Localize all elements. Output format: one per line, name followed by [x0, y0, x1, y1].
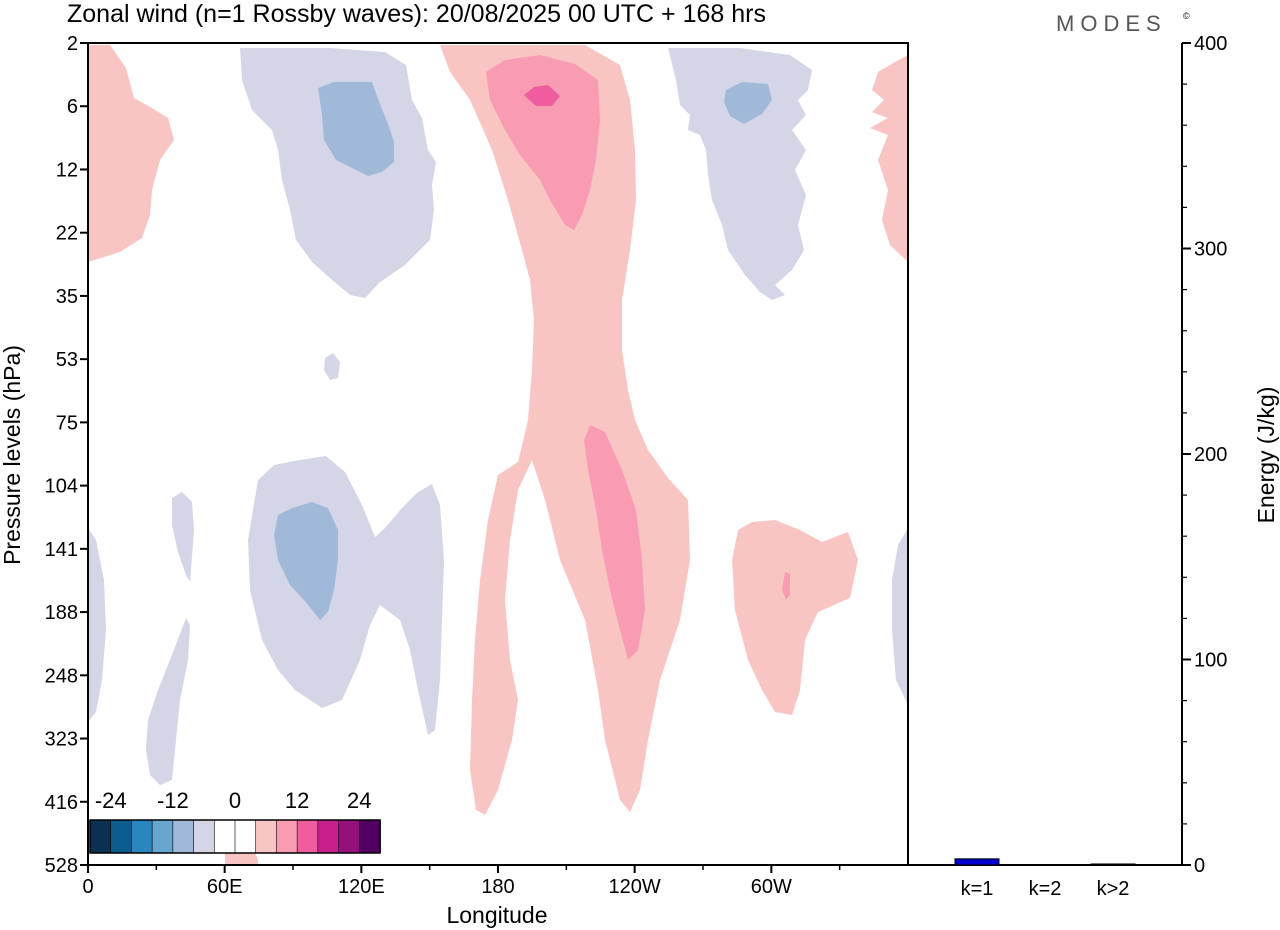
colorbar-labels: -24 -12 0 12 24 [95, 788, 372, 813]
colorbar-cell [110, 819, 133, 854]
colorbar-cell [172, 819, 195, 854]
colorbar-cell [296, 819, 319, 854]
colorbar-cell [89, 819, 112, 854]
contour-neg-12-upper-60e [318, 82, 394, 176]
contour-pos-12-60w-blob [732, 520, 858, 715]
x-tick-label: 60E [207, 876, 243, 898]
colorbar-cell [151, 819, 174, 854]
contour-neg-6-right-edge [892, 528, 908, 705]
y-tick-label: 248 [45, 665, 78, 687]
energy-tick-label: 400 [1194, 33, 1227, 55]
contour-neg-6-mid-60e [248, 456, 444, 735]
brand-logo-text: MODES [1056, 11, 1167, 36]
y-tick-label: 6 [67, 96, 78, 118]
y-tick-label: 188 [45, 602, 78, 624]
contour-pos-12-upper-left [88, 45, 174, 262]
colorbar-cell [317, 819, 340, 854]
colorbar-cell [234, 819, 257, 854]
y-tick-label: 22 [56, 223, 78, 245]
colorbar-cell [131, 819, 153, 854]
y-tick-label: 323 [45, 729, 78, 751]
colorbar-cell [213, 819, 236, 854]
contour-neg-6-left-column [172, 492, 194, 582]
y-tick-label: 75 [56, 412, 78, 434]
y-tick-label: 528 [45, 855, 78, 877]
y-tick-label: 12 [56, 159, 78, 181]
x-tick-label: 120E [338, 876, 385, 898]
contour-neg-6-left-lower [146, 618, 190, 785]
contour-neg-6-small-dot [324, 353, 340, 380]
energy-bar [1090, 863, 1136, 866]
energy-bar [954, 858, 1000, 866]
x-tick-label: 120W [609, 876, 661, 898]
contour-neg-6-upper-60e [240, 48, 436, 298]
contour-neg-12-mid-60e [274, 502, 338, 620]
energy-bars [954, 858, 1136, 866]
contour-pos-18-mid-core [584, 425, 645, 660]
colorbar-tick-label: 12 [285, 788, 309, 813]
energy-tick-label: 0 [1194, 855, 1205, 877]
contour-pos-12-upper-right-edge [870, 55, 908, 262]
energy-category-label: k=1 [961, 878, 994, 900]
contour-neg-6-upper-60w [668, 48, 812, 300]
colorbar-frame [89, 819, 381, 854]
colorbar-tick-label: 0 [229, 788, 241, 813]
y-tick-labels: 2 6 12 22 35 53 75 104 141 188 248 323 416 528 [45, 33, 78, 877]
energy-tick-marks [1182, 42, 1191, 866]
contour-field [88, 45, 908, 865]
brand-copyright-mark: © [1183, 11, 1190, 21]
energy-tick-label: 300 [1194, 239, 1227, 261]
x-tick-label: 0 [82, 876, 93, 898]
contour-pos-24-upper-peak [524, 85, 560, 106]
chart-title: Zonal wind (n=1 Rossby waves): 20/08/202… [67, 0, 766, 28]
main-plot-axes: 2 6 12 22 35 53 75 104 141 188 248 323 416 528 0 60E 12… [45, 33, 909, 898]
contour-pos-24-60w-peak [782, 572, 790, 600]
colorbar-cell [255, 819, 278, 854]
y-tick-marks [80, 42, 88, 866]
energy-category-labels: k=1 k=2 k>2 [961, 878, 1130, 900]
colorbar-cell [193, 819, 216, 854]
y-tick-label: 2 [67, 33, 78, 55]
energy-tick-labels: 0 100 200 300 400 [1194, 33, 1227, 877]
y-tick-label: 35 [56, 286, 78, 308]
energy-tick-label: 200 [1194, 444, 1227, 466]
x-tick-label: 60W [751, 876, 792, 898]
y-tick-label: 141 [45, 539, 78, 561]
colorbar-cells [89, 819, 381, 854]
x-tick-labels: 0 60E 120E 180 120W 60W [82, 876, 792, 898]
energy-category-label: k>2 [1097, 878, 1130, 900]
energy-category-label: k=2 [1029, 878, 1062, 900]
energy-panel: 0 100 200 300 400 k=1 k=2 k>2 Energy (J/kg) [908, 33, 1279, 900]
colorbar-tick-label: 24 [347, 788, 371, 813]
colorbar-cell [338, 819, 361, 854]
x-tick-marks [87, 865, 841, 873]
colorbar: -24 -12 0 12 24 [89, 788, 381, 854]
contour-neg-12-upper-60w [724, 82, 772, 124]
colorbar-cell [358, 819, 381, 854]
x-axis-label: Longitude [446, 902, 547, 928]
x-tick-label: 180 [481, 876, 514, 898]
colorbar-cell [276, 819, 298, 854]
energy-tick-label: 100 [1194, 650, 1227, 672]
y-tick-label: 53 [56, 349, 78, 371]
colorbar-tick-label: -24 [95, 788, 127, 813]
colorbar-tick-label: -12 [157, 788, 189, 813]
contour-pos-18-upper-core [486, 55, 600, 230]
energy-axis-label: Energy (J/kg) [1253, 387, 1279, 524]
y-tick-label: 104 [45, 476, 78, 498]
y-axis-label: Pressure levels (hPa) [0, 345, 25, 565]
contour-neg-6-left-edge [88, 528, 106, 722]
y-tick-label: 416 [45, 792, 78, 814]
